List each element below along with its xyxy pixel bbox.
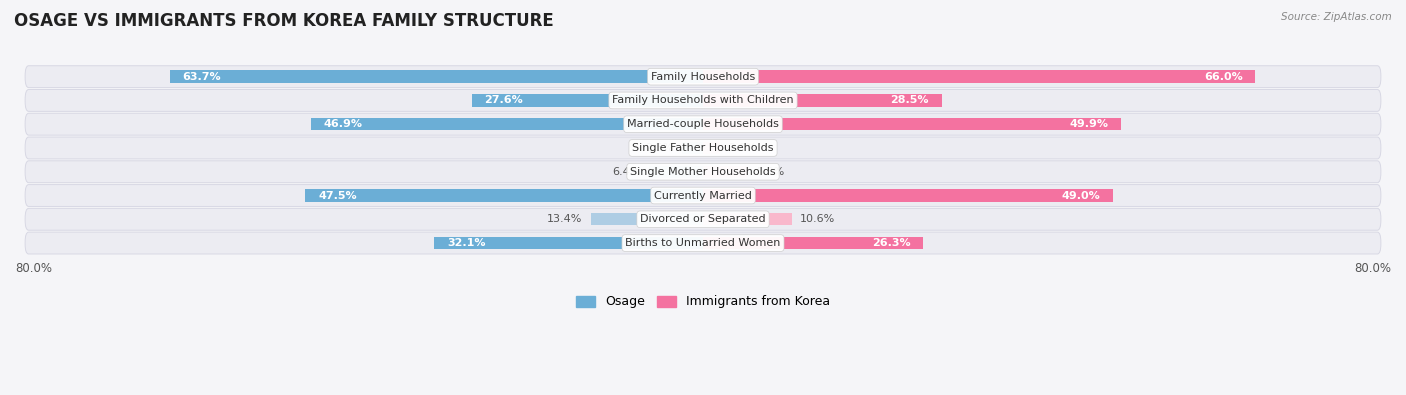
Bar — [703, 142, 720, 154]
Bar — [170, 70, 703, 83]
Legend: Osage, Immigrants from Korea: Osage, Immigrants from Korea — [571, 290, 835, 314]
Text: Single Mother Households: Single Mother Households — [630, 167, 776, 177]
Text: 26.3%: 26.3% — [872, 238, 911, 248]
Bar — [591, 213, 703, 226]
Text: 13.4%: 13.4% — [547, 214, 582, 224]
FancyBboxPatch shape — [25, 208, 1381, 230]
FancyBboxPatch shape — [25, 90, 1381, 111]
Text: 28.5%: 28.5% — [890, 96, 929, 105]
Text: 10.6%: 10.6% — [800, 214, 835, 224]
Text: Family Households with Children: Family Households with Children — [612, 96, 794, 105]
FancyBboxPatch shape — [25, 66, 1381, 88]
Bar — [703, 94, 942, 107]
Bar — [703, 237, 924, 249]
Text: 32.1%: 32.1% — [447, 238, 485, 248]
Bar — [703, 118, 1121, 130]
Bar — [434, 237, 703, 249]
Bar — [311, 118, 703, 130]
Text: 63.7%: 63.7% — [183, 71, 221, 82]
Text: OSAGE VS IMMIGRANTS FROM KOREA FAMILY STRUCTURE: OSAGE VS IMMIGRANTS FROM KOREA FAMILY ST… — [14, 12, 554, 30]
Bar — [682, 142, 703, 154]
FancyBboxPatch shape — [25, 113, 1381, 135]
Text: 6.4%: 6.4% — [613, 167, 641, 177]
Bar — [472, 94, 703, 107]
FancyBboxPatch shape — [25, 161, 1381, 182]
Text: 47.5%: 47.5% — [318, 190, 357, 201]
Text: Currently Married: Currently Married — [654, 190, 752, 201]
Text: Single Father Households: Single Father Households — [633, 143, 773, 153]
Bar — [703, 189, 1114, 202]
Text: 49.0%: 49.0% — [1062, 190, 1101, 201]
Text: Divorced or Separated: Divorced or Separated — [640, 214, 766, 224]
Text: 27.6%: 27.6% — [485, 96, 523, 105]
Bar — [703, 213, 792, 226]
Text: Married-couple Households: Married-couple Households — [627, 119, 779, 129]
Text: Births to Unmarried Women: Births to Unmarried Women — [626, 238, 780, 248]
Text: 49.9%: 49.9% — [1069, 119, 1108, 129]
Text: 46.9%: 46.9% — [323, 119, 363, 129]
Text: 5.3%: 5.3% — [755, 167, 785, 177]
Bar — [703, 70, 1256, 83]
FancyBboxPatch shape — [25, 184, 1381, 207]
FancyBboxPatch shape — [25, 137, 1381, 159]
FancyBboxPatch shape — [25, 232, 1381, 254]
Bar — [703, 166, 748, 178]
Text: Source: ZipAtlas.com: Source: ZipAtlas.com — [1281, 12, 1392, 22]
Text: 66.0%: 66.0% — [1204, 71, 1243, 82]
Text: Family Households: Family Households — [651, 71, 755, 82]
Text: 2.5%: 2.5% — [645, 143, 673, 153]
Bar — [305, 189, 703, 202]
Text: 2.0%: 2.0% — [728, 143, 756, 153]
Bar — [650, 166, 703, 178]
